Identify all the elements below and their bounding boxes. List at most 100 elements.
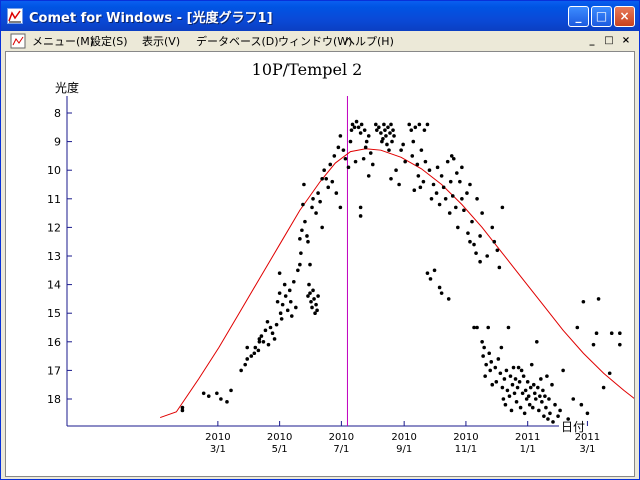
- mdi-restore-button[interactable]: □: [604, 35, 614, 46]
- menu-help[interactable]: ヘルプ(H): [344, 35, 394, 48]
- data-point: [527, 402, 532, 407]
- data-point: [341, 148, 346, 152]
- data-point: [283, 294, 288, 298]
- data-point: [478, 234, 482, 238]
- app-chart-icon[interactable]: [7, 8, 23, 24]
- data-point: [504, 368, 509, 373]
- data-point: [275, 299, 280, 304]
- data-point: [296, 268, 300, 273]
- menu-window[interactable]: ウィンドウ(W): [278, 35, 353, 48]
- x-tick-year: 2011: [575, 432, 600, 443]
- data-point: [492, 239, 497, 244]
- data-point: [439, 174, 444, 178]
- data-point: [446, 297, 451, 301]
- data-point: [324, 176, 329, 181]
- data-point: [288, 299, 293, 304]
- data-point: [386, 125, 390, 130]
- data-point: [294, 305, 298, 310]
- data-point: [428, 277, 433, 281]
- data-point: [515, 385, 520, 390]
- data-point: [358, 131, 363, 135]
- data-point: [532, 391, 537, 396]
- data-point: [488, 368, 493, 373]
- data-point: [447, 211, 452, 215]
- data-point: [607, 371, 612, 376]
- minimize-button[interactable]: _: [568, 6, 589, 27]
- data-point: [359, 122, 364, 127]
- mdi-minimize-button[interactable]: _: [589, 35, 595, 46]
- data-point: [252, 351, 257, 356]
- x-tick-year: 2010: [391, 432, 416, 443]
- data-point: [225, 400, 229, 404]
- data-point: [314, 302, 318, 307]
- data-point: [432, 268, 437, 273]
- data-point: [384, 134, 388, 138]
- data-point: [425, 122, 430, 127]
- data-point: [466, 231, 470, 235]
- data-point: [518, 405, 523, 410]
- data-point: [362, 128, 367, 132]
- data-point: [389, 122, 393, 127]
- data-point: [377, 125, 381, 130]
- data-point: [535, 340, 539, 344]
- data-point: [551, 420, 555, 424]
- data-point: [450, 194, 455, 198]
- data-point: [215, 391, 219, 396]
- data-point: [380, 139, 384, 144]
- data-point: [311, 288, 315, 293]
- data-point: [470, 219, 474, 224]
- data-point: [375, 128, 379, 132]
- data-point: [298, 237, 302, 241]
- data-point: [287, 288, 292, 293]
- data-point: [303, 219, 307, 224]
- data-point: [280, 302, 285, 307]
- title-bar[interactable]: Comet for Windows - [光度グラフ1] _ □ ×: [1, 1, 639, 31]
- data-point: [419, 148, 424, 152]
- data-point: [454, 205, 458, 210]
- menu-database[interactable]: データベース(D): [196, 35, 279, 48]
- x-axis-label: 日付: [561, 420, 585, 434]
- data-point: [484, 362, 488, 367]
- menu-view[interactable]: 表示(V): [142, 35, 181, 48]
- maximize-button[interactable]: □: [591, 6, 612, 27]
- data-point: [506, 325, 511, 330]
- data-point: [425, 271, 430, 275]
- data-point: [289, 314, 294, 318]
- mdi-close-button[interactable]: ×: [621, 35, 631, 46]
- data-point: [401, 142, 405, 147]
- x-tick-date: 9/1: [396, 444, 412, 455]
- data-point: [478, 259, 482, 264]
- data-point: [363, 145, 368, 150]
- data-point: [427, 168, 432, 172]
- menu-settings[interactable]: 設定(S): [90, 35, 128, 48]
- data-point: [550, 382, 554, 387]
- document-chart-icon[interactable]: [10, 33, 26, 49]
- data-point: [399, 148, 403, 152]
- close-button[interactable]: ×: [614, 6, 635, 27]
- data-point: [468, 182, 472, 187]
- chart-area: 10P/Tempel 2 光度 日付 8 9 10 11 12 13 14 15 16 17 18 2…: [5, 51, 640, 477]
- data-point: [245, 345, 250, 350]
- data-point: [370, 162, 375, 167]
- data-point: [468, 239, 472, 244]
- data-point: [448, 179, 453, 184]
- data-point: [575, 325, 580, 330]
- data-point: [443, 197, 448, 201]
- data-point: [358, 214, 363, 218]
- data-point: [480, 340, 484, 344]
- data-point: [458, 179, 462, 184]
- data-point: [312, 297, 316, 301]
- data-point: [521, 374, 526, 378]
- data-point: [531, 382, 536, 387]
- fit-curve: [159, 148, 640, 419]
- data-point: [472, 242, 476, 247]
- data-point: [591, 342, 596, 347]
- data-point: [416, 174, 421, 178]
- data-point: [387, 148, 391, 152]
- data-point: [533, 397, 538, 401]
- x-tick-date: 1/1: [520, 444, 536, 455]
- data-point: [435, 165, 440, 170]
- data-point: [348, 139, 353, 144]
- menu-menu[interactable]: メニュー(M): [32, 35, 95, 48]
